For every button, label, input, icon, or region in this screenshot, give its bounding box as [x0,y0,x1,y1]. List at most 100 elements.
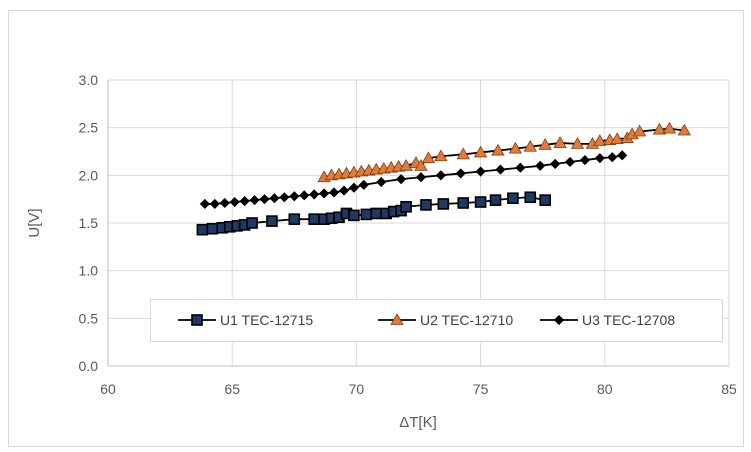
data-point-u3-tec-12708 [376,176,387,188]
x-axis-title: ΔT[K] [399,414,437,431]
data-point-u3-tec-12708 [338,185,350,196]
data-point-u1-tec-12715 [206,222,219,235]
legend: U1 TEC-12715 U2 TEC-12710 U3 TEC-12708 [150,299,723,342]
data-point-u1-tec-12715 [308,213,320,225]
data-point-u3-tec-12708 [289,191,300,202]
data-point-u2-tec-12710 [593,134,607,146]
legend-marker [191,314,203,326]
data-point-u3-tec-12708 [279,192,290,203]
data-point-u3-tec-12708 [550,158,561,169]
legend-box [150,299,723,342]
data-point-u2-tec-12710 [421,151,436,164]
data-point-u3-tec-12708 [535,160,546,171]
data-point-u3-tec-12708 [239,196,250,207]
data-point-u2-tec-12710 [553,136,567,148]
data-point-u1-tec-12715 [539,194,551,206]
data-point-u3-tec-12708 [435,170,446,181]
data-point-u1-tec-12715 [474,196,487,208]
data-point-u1-tec-12715 [288,213,301,225]
data-point-u3-tec-12708 [328,187,340,198]
data-point-u1-tec-12715 [360,208,373,221]
data-point-u2-tec-12710 [570,137,585,149]
data-point-u2-tec-12710 [652,122,667,135]
y-axis-title: U[V] [26,208,43,237]
data-point-u3-tec-12708 [594,153,605,164]
legend-entry-u2-tec-12710: U2 TEC-12710 [378,312,513,328]
data-point-u2-tec-12710 [508,141,523,154]
legend-label: U3 TEC-12708 [582,312,675,328]
data-point-u3-tec-12708 [495,164,506,175]
series-u2-tec-12710 [317,121,691,183]
data-point-u3-tec-12708 [259,194,270,205]
y-tick-label: 1.5 [79,215,99,231]
data-point-u1-tec-12715 [489,194,502,206]
data-point-u3-tec-12708 [607,152,618,163]
data-point-u3-tec-12708 [415,172,427,183]
x-tick-label: 60 [100,381,116,397]
legend-entry-u3-tec-12708: U3 TEC-12708 [540,312,675,328]
data-point-u3-tec-12708 [475,166,486,177]
x-tick-label: 65 [224,381,240,397]
data-point-u2-tec-12710 [523,139,537,152]
data-point-u3-tec-12708 [564,156,576,168]
x-tick-label: 85 [721,381,737,397]
data-point-u3-tec-12708 [455,168,466,179]
chart-area-border [8,10,744,447]
x-tick-label: 75 [473,381,489,397]
data-point-u3-tec-12708 [269,193,280,204]
legend-marker [553,314,565,326]
y-tick-label: 2.5 [79,120,99,136]
data-point-u1-tec-12715 [348,209,360,222]
data-point-u2-tec-12710 [677,123,691,136]
data-point-u3-tec-12708 [299,190,310,201]
data-point-u1-tec-12715 [437,198,450,210]
data-point-u3-tec-12708 [209,198,220,209]
data-point-u2-tec-12710 [414,158,428,171]
data-point-u3-tec-12708 [319,188,330,199]
data-point-u2-tec-12710 [434,149,448,162]
data-point-u3-tec-12708 [309,189,320,200]
data-point-u1-tec-12715 [524,191,537,204]
data-point-u1-tec-12715 [196,223,209,236]
data-point-u3-tec-12708 [579,155,590,166]
legend-label: U2 TEC-12710 [420,312,513,328]
data-point-u3-tec-12708 [249,195,260,206]
data-point-u2-tec-12710 [456,147,470,160]
data-point-u1-tec-12715 [457,197,470,209]
axes [107,80,729,367]
data-point-u3-tec-12708 [199,198,210,209]
legend-entry-u1-tec-12715: U1 TEC-12715 [178,312,313,328]
data-point-u1-tec-12715 [246,217,258,229]
y-tick-label: 0.5 [79,310,99,326]
data-point-u2-tec-12710 [632,124,647,137]
data-point-u3-tec-12708 [219,197,230,209]
series-u1-tec-12715 [196,191,551,236]
data-point-u1-tec-12715 [420,199,432,211]
y-tick-label: 1.0 [79,263,99,279]
data-point-u2-tec-12710 [473,145,488,158]
series-layer [196,121,691,236]
tick-labels: 0.0 0.5 1.0 1.5 2.0 2.5 3.0 60 65 70 75 80 85 [79,72,737,397]
data-point-u3-tec-12708 [617,150,628,161]
data-point-u2-tec-12710 [399,158,413,171]
data-point-u2-tec-12710 [491,143,505,156]
data-point-u1-tec-12715 [507,192,519,205]
data-point-u1-tec-12715 [400,200,412,213]
data-point-u3-tec-12708 [229,196,240,208]
series-u3-tec-12708 [199,150,628,209]
x-tick-label: 80 [597,381,613,397]
y-tick-label: 2.0 [79,167,99,183]
data-point-u2-tec-12710 [610,132,624,145]
data-point-u1-tec-12715 [370,207,383,220]
legend-label: U1 TEC-12715 [220,312,313,328]
data-point-u3-tec-12708 [358,179,369,190]
x-tick-label: 70 [349,381,365,397]
data-point-u3-tec-12708 [348,182,359,193]
y-tick-label: 3.0 [79,72,99,88]
y-tick-label: 0.0 [79,358,99,374]
data-point-u3-tec-12708 [515,162,526,173]
data-point-u2-tec-12710 [662,121,677,134]
data-point-u2-tec-12710 [538,138,552,150]
